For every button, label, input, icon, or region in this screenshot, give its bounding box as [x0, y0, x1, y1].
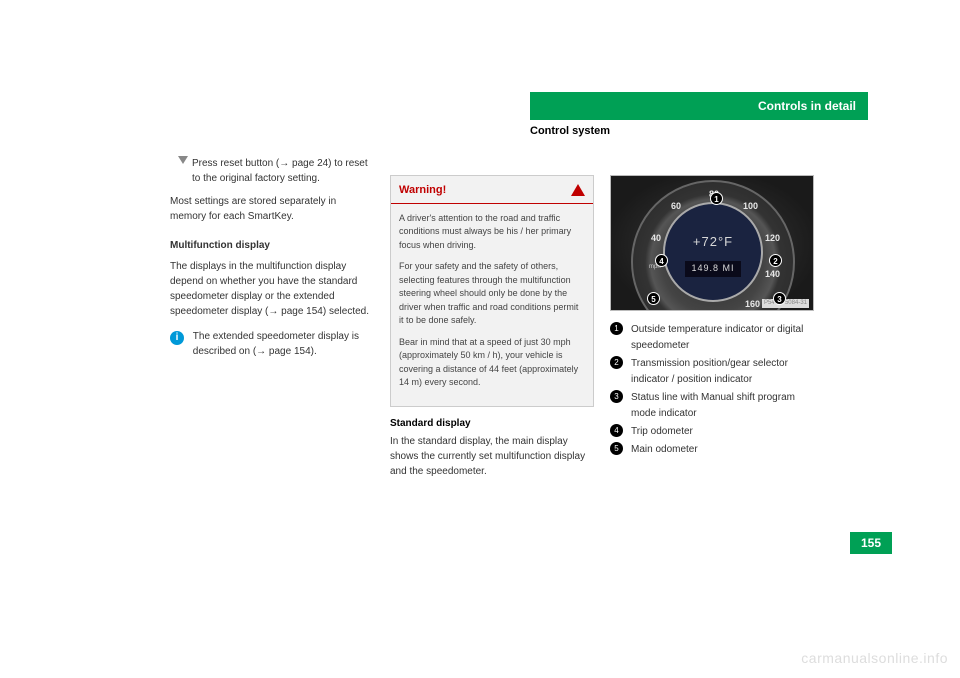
legend-row-2: 2 Transmission position/gear selector ind…	[610, 356, 814, 388]
warning-p3: Bear in mind that at a speed of just 30 …	[399, 336, 585, 390]
warning-header: Warning!	[391, 176, 593, 204]
warning-triangle-icon	[571, 184, 585, 196]
legend-num-1: 1	[610, 322, 623, 335]
subsection-body: In the standard display, the main displa…	[390, 434, 594, 479]
subsection-heading: Standard display	[390, 418, 471, 429]
col1-para3: The displays in the multifunction displa…	[170, 259, 374, 319]
temperature: +72°F	[693, 232, 733, 252]
column-2: Warning! A driver's attention to the roa…	[390, 175, 594, 407]
info-text: The extended speedometer display is desc…	[193, 329, 373, 359]
header-bar: Controls in detail	[530, 92, 868, 120]
warning-box: Warning! A driver's attention to the roa…	[390, 175, 594, 407]
legend-row-3: 3 Status line with Manual shift program m…	[610, 390, 814, 422]
col1-para2: Most settings are stored separately in m…	[170, 194, 374, 224]
info-icon: i	[170, 331, 184, 345]
legend-num-3: 3	[610, 390, 623, 403]
legend-row-4: 4 Trip odometer	[610, 424, 814, 440]
speed-60: 60	[671, 200, 681, 214]
col1-heading: Multifunction display	[170, 238, 374, 253]
legend-row-5: 5 Main odometer	[610, 442, 814, 458]
legend: 1 Outside temperature indicator or digita…	[610, 322, 814, 460]
callout-2: 2	[769, 254, 782, 267]
callout-3: 3	[773, 292, 786, 305]
callout-5: 5	[647, 292, 660, 305]
legend-num-2: 2	[610, 356, 623, 369]
center-display: +72°F 149.8 MI	[663, 202, 763, 302]
legend-text-4: Trip odometer	[631, 424, 693, 440]
col1-para1: Press reset button (→ page 24) to reset …	[192, 156, 374, 186]
gauge-image: 40 60 80 100 120 140 160 +72°F 149.8 MI …	[610, 175, 814, 311]
header-title: Controls in detail	[758, 99, 856, 113]
speed-100: 100	[743, 200, 758, 214]
section-title: Control system	[530, 125, 610, 137]
legend-text-1: Outside temperature indicator or digital…	[631, 322, 814, 354]
callout-1: 1	[710, 192, 723, 205]
warning-p2: For your safety and the safety of others…	[399, 260, 585, 328]
speed-40: 40	[651, 232, 661, 246]
speed-160: 160	[745, 298, 760, 311]
warning-p1: A driver's attention to the road and tra…	[399, 212, 585, 253]
callout-4: 4	[655, 254, 668, 267]
warning-title: Warning!	[399, 182, 446, 199]
legend-text-3: Status line with Manual shift program mo…	[631, 390, 814, 422]
legend-text-2: Transmission position/gear selector indi…	[631, 356, 814, 388]
legend-num-5: 5	[610, 442, 623, 455]
legend-row-1: 1 Outside temperature indicator or digita…	[610, 322, 814, 354]
warning-body: A driver's attention to the road and tra…	[391, 204, 593, 406]
page-number: 155	[850, 532, 892, 554]
column-1: Press reset button (→ page 24) to reset …	[170, 156, 374, 359]
speed-140: 140	[765, 268, 780, 282]
legend-text-5: Main odometer	[631, 442, 698, 458]
column-3: 40 60 80 100 120 140 160 +72°F 149.8 MI …	[610, 175, 814, 311]
trip-miles: 149.8 MI	[685, 261, 740, 277]
legend-num-4: 4	[610, 424, 623, 437]
info-row: i The extended speedometer display is de…	[170, 329, 374, 359]
speed-120: 120	[765, 232, 780, 246]
watermark: carmanualsonline.info	[801, 650, 948, 666]
